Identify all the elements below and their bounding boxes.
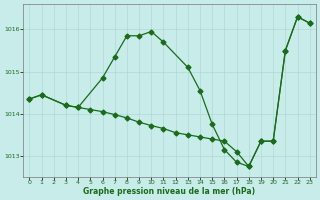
X-axis label: Graphe pression niveau de la mer (hPa): Graphe pression niveau de la mer (hPa) [84, 187, 256, 196]
